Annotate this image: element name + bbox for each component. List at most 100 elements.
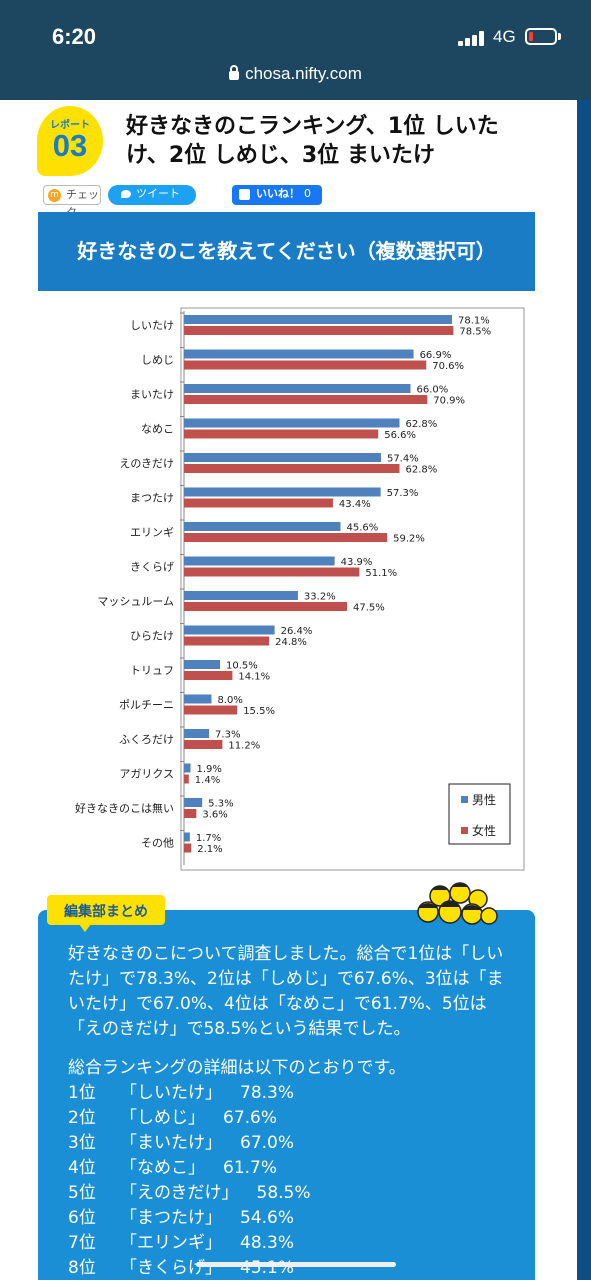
question-header: 好きなきのこを教えてください（複数選択可） <box>38 212 535 291</box>
check-logo-icon: m <box>48 189 61 202</box>
page-title: 好きなきのこランキング、1位 しいたけ、2位 しめじ、3位 まいたけ <box>126 114 499 168</box>
ranking-item: 1位 「しいたけ」 78.3% <box>68 1081 513 1106</box>
ranking-pct: 61.7% <box>223 1158 278 1178</box>
twitter-bird-icon <box>121 190 131 198</box>
data-label: 24.8% <box>275 637 307 648</box>
data-label: 66.9% <box>420 350 452 361</box>
category-label: まつたけ <box>130 492 174 505</box>
category-label: 好きなきのこは無い <box>75 801 174 815</box>
status-bar: 6:20 4G chosa.nifty.com <box>0 0 591 100</box>
summary-paragraph: 好きなきのこについて調査しました。総合で1位は「しいたけ」で78.3%、2位は「… <box>68 944 504 1039</box>
bar-female <box>184 705 238 715</box>
category-label: なめこ <box>141 423 174 436</box>
category-label: マッシュルーム <box>97 595 174 608</box>
bar-male <box>184 349 414 359</box>
ranking-item: 3位 「まいたけ」 67.0% <box>68 1131 513 1156</box>
bar-female <box>184 533 388 542</box>
bar-male <box>184 453 381 462</box>
ranking-name: 「きくらげ」 <box>120 1258 222 1278</box>
data-label: 78.1% <box>458 316 490 327</box>
ranking-item: 2位 「しめじ」 67.6% <box>68 1106 513 1131</box>
data-label: 14.1% <box>238 672 270 683</box>
ranking-name: 「しいたけ」 <box>120 1083 222 1103</box>
ranking-name: 「エリンギ」 <box>120 1233 222 1253</box>
ranking-pos: 3位 <box>68 1133 96 1153</box>
category-label: アガリクス <box>119 768 174 781</box>
status-time: 6:20 <box>52 24 97 49</box>
ranking-pct: 67.0% <box>240 1133 295 1153</box>
summary-content: 好きなきのこについて調査しました。総合で1位は「しいたけ」で78.3%、2位は「… <box>68 942 513 1281</box>
data-label: 56.6% <box>384 430 416 441</box>
like-count: 0 <box>304 187 311 200</box>
bar-female <box>184 671 233 680</box>
bar-male <box>184 487 381 497</box>
signal-icon <box>458 31 488 46</box>
ranking-item: 5位 「えのきだけ」 58.5% <box>68 1181 513 1206</box>
data-label: 62.8% <box>405 419 437 430</box>
url-bar[interactable]: chosa.nifty.com <box>0 64 591 84</box>
bar-male <box>184 729 210 738</box>
data-label: 66.0% <box>416 385 448 396</box>
legend-label: 女性 <box>472 823 496 838</box>
data-label: 7.3% <box>215 730 240 741</box>
data-label: 57.3% <box>387 488 419 499</box>
data-label: 45.6% <box>346 523 378 534</box>
data-label: 47.5% <box>353 603 385 614</box>
data-label: 8.0% <box>217 695 242 706</box>
check-button[interactable]: mチェック <box>43 185 101 219</box>
ranking-pos: 8位 <box>68 1258 96 1278</box>
report-badge-label: レポート <box>50 120 90 131</box>
data-label: 10.5% <box>226 661 258 672</box>
ranking-item: 7位 「エリンギ」 48.3% <box>68 1231 513 1256</box>
ranking-pct: 54.6% <box>240 1208 295 1228</box>
category-label: まいたけ <box>130 388 174 401</box>
legend-swatch <box>461 827 468 834</box>
ranking-pct: 78.3% <box>240 1083 295 1103</box>
category-label: しめじ <box>141 354 174 367</box>
ranking-pct: 45.1% <box>240 1258 295 1278</box>
ranking-pct: 67.6% <box>223 1108 278 1128</box>
like-button[interactable]: いいね！ 0 <box>232 185 322 205</box>
home-indicator[interactable] <box>196 1262 396 1267</box>
ranking-pos: 5位 <box>68 1183 96 1203</box>
bar-male <box>184 556 335 566</box>
category-label: しいたけ <box>130 319 174 332</box>
ranking-pct: 48.3% <box>240 1233 295 1253</box>
ranking-intro: 総合ランキングの詳細は以下のとおりです。 <box>68 1058 406 1078</box>
ranking-pos: 6位 <box>68 1208 96 1228</box>
legend-label: 男性 <box>472 793 496 807</box>
data-label: 59.2% <box>393 534 425 545</box>
chart-legend <box>448 783 511 845</box>
bar-male <box>184 763 191 773</box>
bar-female <box>184 809 197 818</box>
tweet-button[interactable]: ツイート <box>108 185 196 205</box>
report-badge: レポート 03 <box>37 106 103 176</box>
ranking-name: 「えのきだけ」 <box>120 1183 239 1203</box>
data-label: 1.7% <box>196 833 221 844</box>
ranking-name: 「しめじ」 <box>120 1108 205 1128</box>
data-label: 11.2% <box>228 741 260 752</box>
data-label: 2.1% <box>197 844 222 855</box>
thumbs-up-icon <box>239 189 250 200</box>
lock-icon <box>229 65 240 80</box>
category-label: ふくろだけ <box>119 733 174 746</box>
bar-female <box>184 464 400 473</box>
bar-male <box>184 591 298 600</box>
url-text: chosa.nifty.com <box>245 64 362 83</box>
data-label: 1.9% <box>197 764 222 775</box>
category-label: ポルチーニ <box>119 699 174 712</box>
data-label: 62.8% <box>405 465 437 476</box>
staff-illustration-icon <box>417 882 498 925</box>
data-label: 70.6% <box>432 361 464 372</box>
bar-male <box>184 625 275 635</box>
bar-female <box>184 498 333 508</box>
bar-chart: しいたけ 78.1% 78.5% しめじ 66.9% 70.6% まいたけ 66.0% 70.9… <box>38 298 535 876</box>
bar-female <box>184 636 270 646</box>
ranking-name: 「まいたけ」 <box>120 1133 222 1153</box>
category-label: きくらげ <box>130 561 174 574</box>
bar-male <box>184 418 400 428</box>
bar-male <box>184 694 212 704</box>
bar-male <box>184 384 411 393</box>
like-button-label: いいね！ <box>256 187 300 200</box>
page-side-strip <box>577 100 591 1280</box>
